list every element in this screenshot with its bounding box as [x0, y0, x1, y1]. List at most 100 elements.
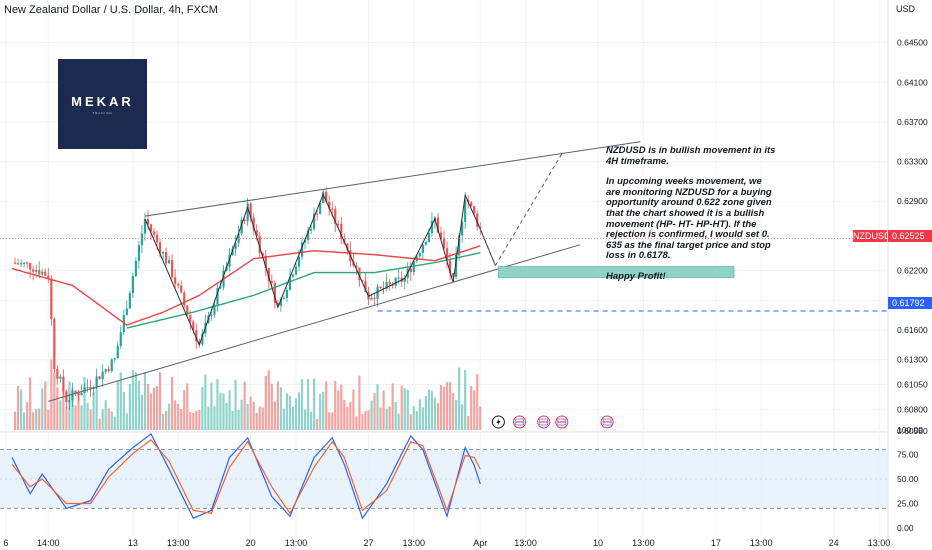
volume-bar [95, 379, 98, 430]
candle-body [171, 260, 174, 278]
volume-bar [319, 393, 322, 430]
volume-bar [439, 385, 443, 430]
candle-body [418, 252, 421, 257]
volume-bar [473, 390, 476, 430]
time-tick-label: Apr [473, 538, 487, 548]
volume-bar [352, 389, 355, 430]
price-tick-label: 0.63700 [897, 117, 928, 127]
stoch-k-line [11, 432, 481, 520]
volume-bar [158, 372, 162, 430]
volume-bar [267, 370, 270, 430]
candle-body [285, 289, 289, 298]
volume-bar [165, 410, 168, 430]
candle-body [161, 252, 165, 254]
volume-bar [252, 401, 255, 430]
candle-body [168, 260, 171, 264]
candle-body [53, 318, 56, 370]
volume-bar [240, 399, 243, 430]
candle-body [346, 243, 349, 251]
time-tick-label: 6 [3, 538, 8, 548]
volume-bar [421, 407, 424, 430]
candle-body [195, 330, 198, 342]
volume-bar [364, 410, 367, 430]
stoch-tick-label: 50.00 [897, 474, 919, 484]
candle-body [80, 392, 83, 396]
candle-body [32, 269, 35, 272]
candle-body [152, 231, 156, 235]
stop-loss-price-tag: 0.61792 [888, 297, 932, 309]
candle-body [125, 308, 128, 315]
symbol-title: New Zealand Dollar / U.S. Dollar, 4h, FX… [4, 4, 218, 16]
volume-bar [198, 409, 201, 430]
volume-bar [403, 388, 406, 430]
time-tick-label: 13:00 [868, 538, 891, 548]
candle-body [364, 280, 367, 292]
idea-paragraph-1: NZDUSD is in bullish movement in its 4H … [606, 145, 776, 167]
volume-bar [340, 384, 343, 430]
candle-body [276, 302, 279, 306]
candle-body [288, 276, 292, 290]
volume-bar [125, 413, 128, 430]
volume-bar [128, 384, 131, 430]
volume-bar [255, 412, 258, 430]
candle-body [50, 278, 53, 319]
candle-body [361, 280, 364, 282]
candle-body [140, 233, 144, 246]
volume-bar [306, 378, 310, 430]
time-tick-label: 13:00 [750, 538, 773, 548]
volume-bar [294, 398, 298, 430]
volume-bar [418, 399, 421, 430]
logo-wordmark: MEKAR [71, 93, 134, 109]
candle-body [319, 203, 322, 215]
volume-bar [113, 416, 116, 430]
volume-bar [29, 377, 32, 430]
volume-bar [276, 381, 279, 430]
candle-body [210, 314, 213, 316]
volume-bar [47, 409, 50, 430]
candle-body [101, 371, 104, 380]
candle-body [409, 268, 412, 273]
candle-body [246, 203, 249, 222]
idea-paragraph-3: Happy Profit! [606, 270, 666, 282]
volume-bar [189, 411, 192, 430]
candle-body [325, 191, 328, 202]
volume-bar [35, 409, 38, 430]
time-tick-label: 24 [829, 538, 839, 548]
volume-bar [370, 400, 373, 430]
time-tick-label: 20 [246, 538, 256, 548]
candle-body [424, 241, 427, 245]
candle-body [261, 253, 264, 256]
volume-bar [98, 418, 101, 430]
volume-bar [297, 392, 301, 430]
volume-bar [89, 409, 92, 430]
moving-average-green [126, 252, 481, 329]
candle-body [334, 209, 337, 224]
volume-bar [424, 395, 427, 430]
volume-bar [406, 389, 409, 430]
volume-bar [246, 403, 249, 430]
volume-bar [346, 406, 349, 430]
price-tick-label: 0.61050 [897, 380, 928, 390]
volume-bar [107, 408, 110, 430]
candle-body [394, 277, 397, 286]
volume-bar [146, 384, 150, 430]
volume-bar [44, 381, 47, 430]
volume-bar [174, 400, 177, 430]
volume-bar [261, 407, 264, 430]
candle-body [26, 262, 29, 264]
candle-body [20, 263, 23, 265]
volume-bar [461, 404, 464, 430]
stoch-d-line [11, 438, 481, 515]
zigzag-pattern-line [144, 193, 496, 347]
volume-bar [168, 403, 171, 430]
candle-body [309, 229, 313, 231]
stoch-tick-label: 75.00 [897, 450, 919, 460]
lightning-icon [496, 418, 501, 426]
volume-bar [309, 411, 313, 430]
candle-body [458, 235, 461, 255]
volume-bar [137, 380, 141, 430]
volume-bar [38, 408, 41, 430]
candle-body [461, 221, 464, 236]
volume-bar [264, 375, 267, 430]
